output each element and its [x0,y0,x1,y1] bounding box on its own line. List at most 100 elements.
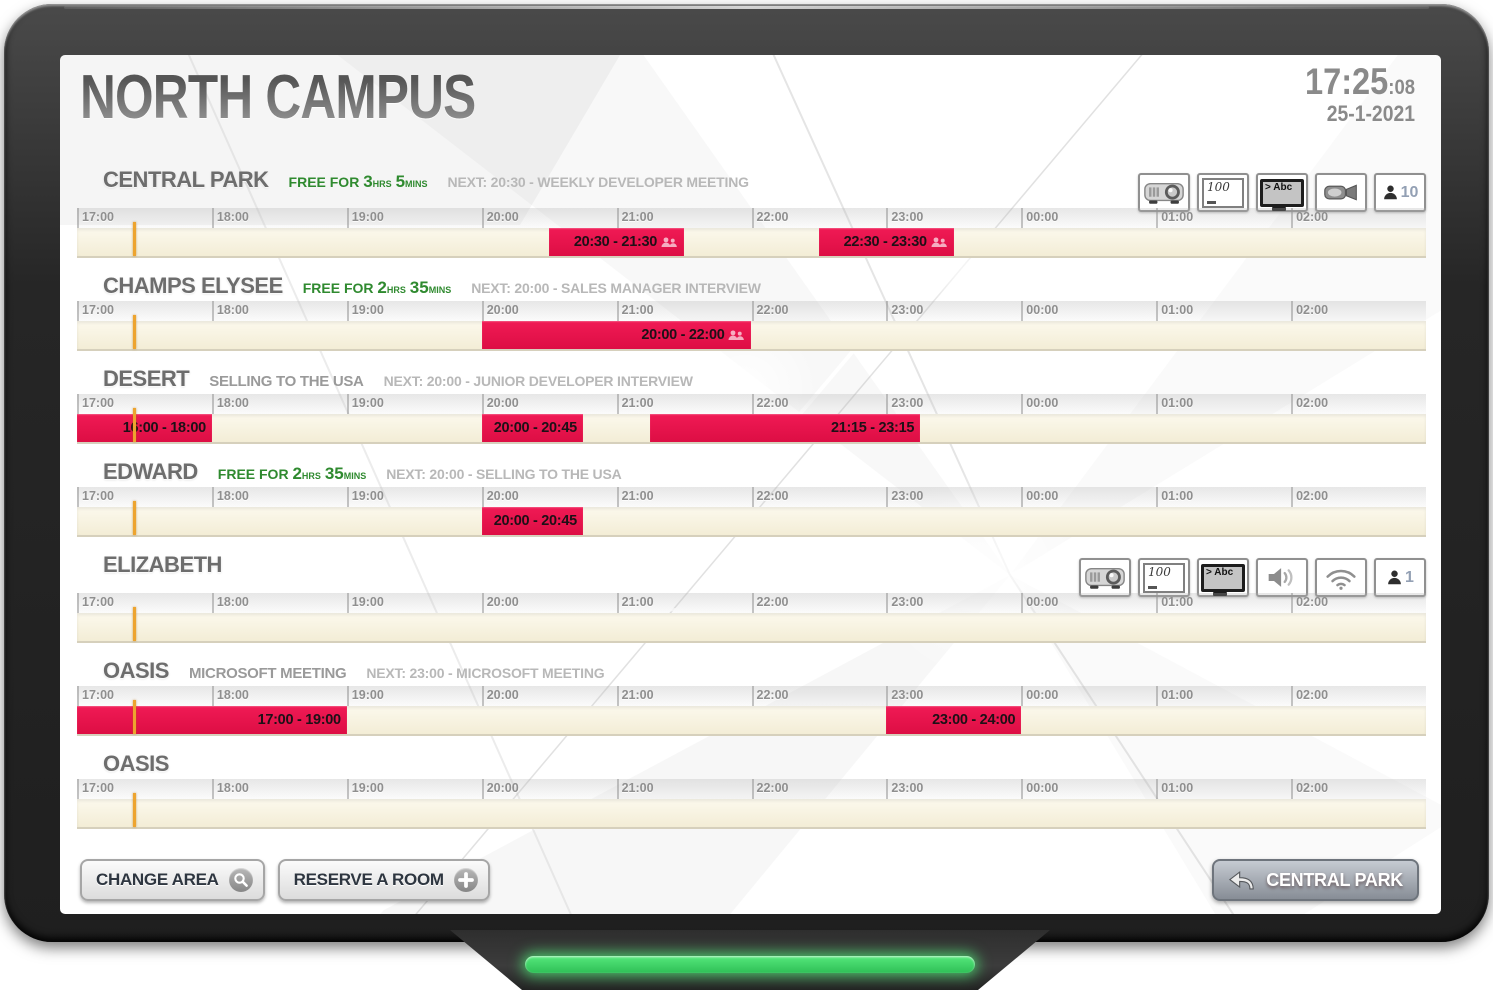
hour-tick: 19:00 [346,394,384,414]
hour-tick: 23:00 [886,394,923,414]
back-button-label: CENTRAL PARK [1266,869,1403,890]
screen-surface: > Abc [1201,563,1245,596]
booking-block[interactable]: 20:00 - 22:00 [481,321,752,349]
hour-label: 21:00 [621,303,654,317]
hour-label: 20:00 [486,210,519,224]
free-hours-unit: HRS [386,285,406,295]
hour-label: 00:00 [1026,688,1059,702]
hour-tick: 17:00 [77,487,114,507]
hour-label: 20:00 [486,489,519,503]
hour-label: 02:00 [1296,781,1329,795]
booking-block[interactable]: 21:15 - 23:15 [650,414,921,442]
room-row-desert[interactable]: DESERT SELLING TO THE USA NEXT: 20:00 - … [77,366,1426,444]
free-mins-unit: MINS [405,179,428,189]
hour-tick: 00:00 [1021,208,1058,228]
hour-tick: 01:00 [1156,686,1193,706]
booking-time-label: 20:00 - 22:00 [641,327,725,343]
hour-label: 21:00 [621,781,654,795]
room-name: CENTRAL PARK [103,167,269,192]
booking-block[interactable]: 20:00 - 20:45 [481,414,583,442]
hour-label: 18:00 [216,688,249,702]
hour-label: 01:00 [1161,303,1194,317]
person-icon [1386,569,1403,586]
change-area-button[interactable]: CHANGE AREA [80,859,265,901]
hour-tick: 22:00 [751,301,788,321]
device-bottom-tab [450,930,1050,990]
hour-label: 21:00 [621,595,654,609]
whiteboard-surface: 100 [1202,177,1244,208]
booking-block[interactable]: 22:30 - 23:30 [818,228,954,256]
hour-label: 01:00 [1161,595,1194,609]
change-area-label: CHANGE AREA [96,870,219,889]
hour-label: 02:00 [1296,210,1329,224]
room-status: FREE FOR 2HRS 35MINS [303,278,451,298]
hour-label: 17:00 [82,489,114,503]
booking-block[interactable]: 20:00 - 20:45 [481,507,583,535]
room-row-edward[interactable]: EDWARD FREE FOR 2HRS 35MINS NEXT: 20:00 … [77,459,1426,537]
hour-label: 17:00 [82,396,114,410]
timeline-hour-labels: 17:00 18:00 19:00 20:00 21:00 22:00 23:00 00:00… [77,301,1426,321]
hour-label: 21:00 [621,210,654,224]
hour-tick: 23:00 [886,686,923,706]
booking-time-label: 22:30 - 23:30 [843,234,927,250]
room-name: CHAMPS ELYSEE [103,273,283,298]
speaker-glyph [1266,565,1298,590]
hour-tick: 22:00 [751,686,788,706]
hour-tick: 00:00 [1021,301,1058,321]
hour-label: 23:00 [891,396,924,410]
hour-label: 22:00 [756,781,789,795]
hour-label: 00:00 [1026,210,1059,224]
speaker-icon [1256,558,1308,597]
room-row-central-park[interactable]: CENTRAL PARK FREE FOR 3HRS 5MINS NEXT: 2… [77,167,1426,258]
hour-tick: 23:00 [886,779,923,799]
reserve-room-button[interactable]: RESERVE A ROOM [277,859,490,901]
room-name: OASIS [103,751,169,776]
booking-block[interactable]: 20:30 - 21:30 [549,228,685,256]
booking-block[interactable]: 16:00 - 18:00 [77,414,212,442]
hour-label: 17:00 [82,595,114,609]
screen-surface: > Abc [1260,178,1304,211]
free-mins-value: 35 [409,278,429,297]
timeline-bar: 17:00 - 19:00 23:00 - 24:00 [77,700,1426,736]
free-mins-value: 5 [395,172,406,191]
booking-block[interactable]: 23:00 - 24:00 [886,706,1022,734]
hour-tick: 18:00 [211,686,249,706]
hour-tick: 01:00 [1156,301,1193,321]
hour-label: 02:00 [1296,688,1329,702]
room-row-oasis[interactable]: OASIS MICROSOFT MEETING NEXT: 23:00 - MI… [77,658,1426,736]
booking-block[interactable]: 17:00 - 19:00 [77,706,347,734]
projector-icon [1079,558,1131,597]
hour-tick: 21:00 [616,208,654,228]
timeline-bar [77,607,1426,643]
room-status: MICROSOFT MEETING [189,665,347,682]
hour-label: 22:00 [756,303,789,317]
screen-text-icon: > Abc [1197,558,1249,597]
hour-tick: 00:00 [1021,487,1058,507]
hour-label: 00:00 [1026,489,1059,503]
hour-tick: 02:00 [1291,301,1328,321]
free-hours-unit: HRS [372,179,392,189]
timeline-bar [77,793,1426,829]
screen: NORTH CAMPUS 17:25:08 25-1-2021 CENTRAL … [60,55,1441,914]
whiteboard-value: 100 [1207,179,1230,194]
back-to-room-button[interactable]: CENTRAL PARK [1212,859,1419,901]
hour-label: 17:00 [82,781,114,795]
hour-tick: 22:00 [751,208,788,228]
hour-tick: 02:00 [1291,487,1328,507]
hour-tick: 21:00 [616,686,654,706]
room-row-oasis[interactable]: OASIS 17:00 18:00 19:00 20:00 21:00 22:00 23:0… [77,751,1426,829]
header: NORTH CAMPUS 17:25:08 25-1-2021 [60,55,1441,163]
room-next-meeting: NEXT: 23:00 - MICROSOFT MEETING [366,665,605,681]
magnifier-icon [228,868,253,892]
room-status: FREE FOR 2HRS 35MINS [218,464,366,484]
whiteboard-icon: 100 [1197,173,1249,212]
hour-tick: 22:00 [751,394,788,414]
wifi-glyph [1323,565,1359,590]
hour-label: 01:00 [1161,489,1194,503]
room-name: EDWARD [103,459,198,484]
room-name: DESERT [103,366,190,391]
booking-time-label: 23:00 - 24:00 [932,712,1016,728]
hour-label: 18:00 [216,210,249,224]
room-row-champs-elysee[interactable]: CHAMPS ELYSEE FREE FOR 2HRS 35MINS NEXT:… [77,273,1426,351]
room-row-elizabeth[interactable]: ELIZABETH 100 > Abc 1 17:00 18:00 19:00 20:00… [77,552,1426,643]
